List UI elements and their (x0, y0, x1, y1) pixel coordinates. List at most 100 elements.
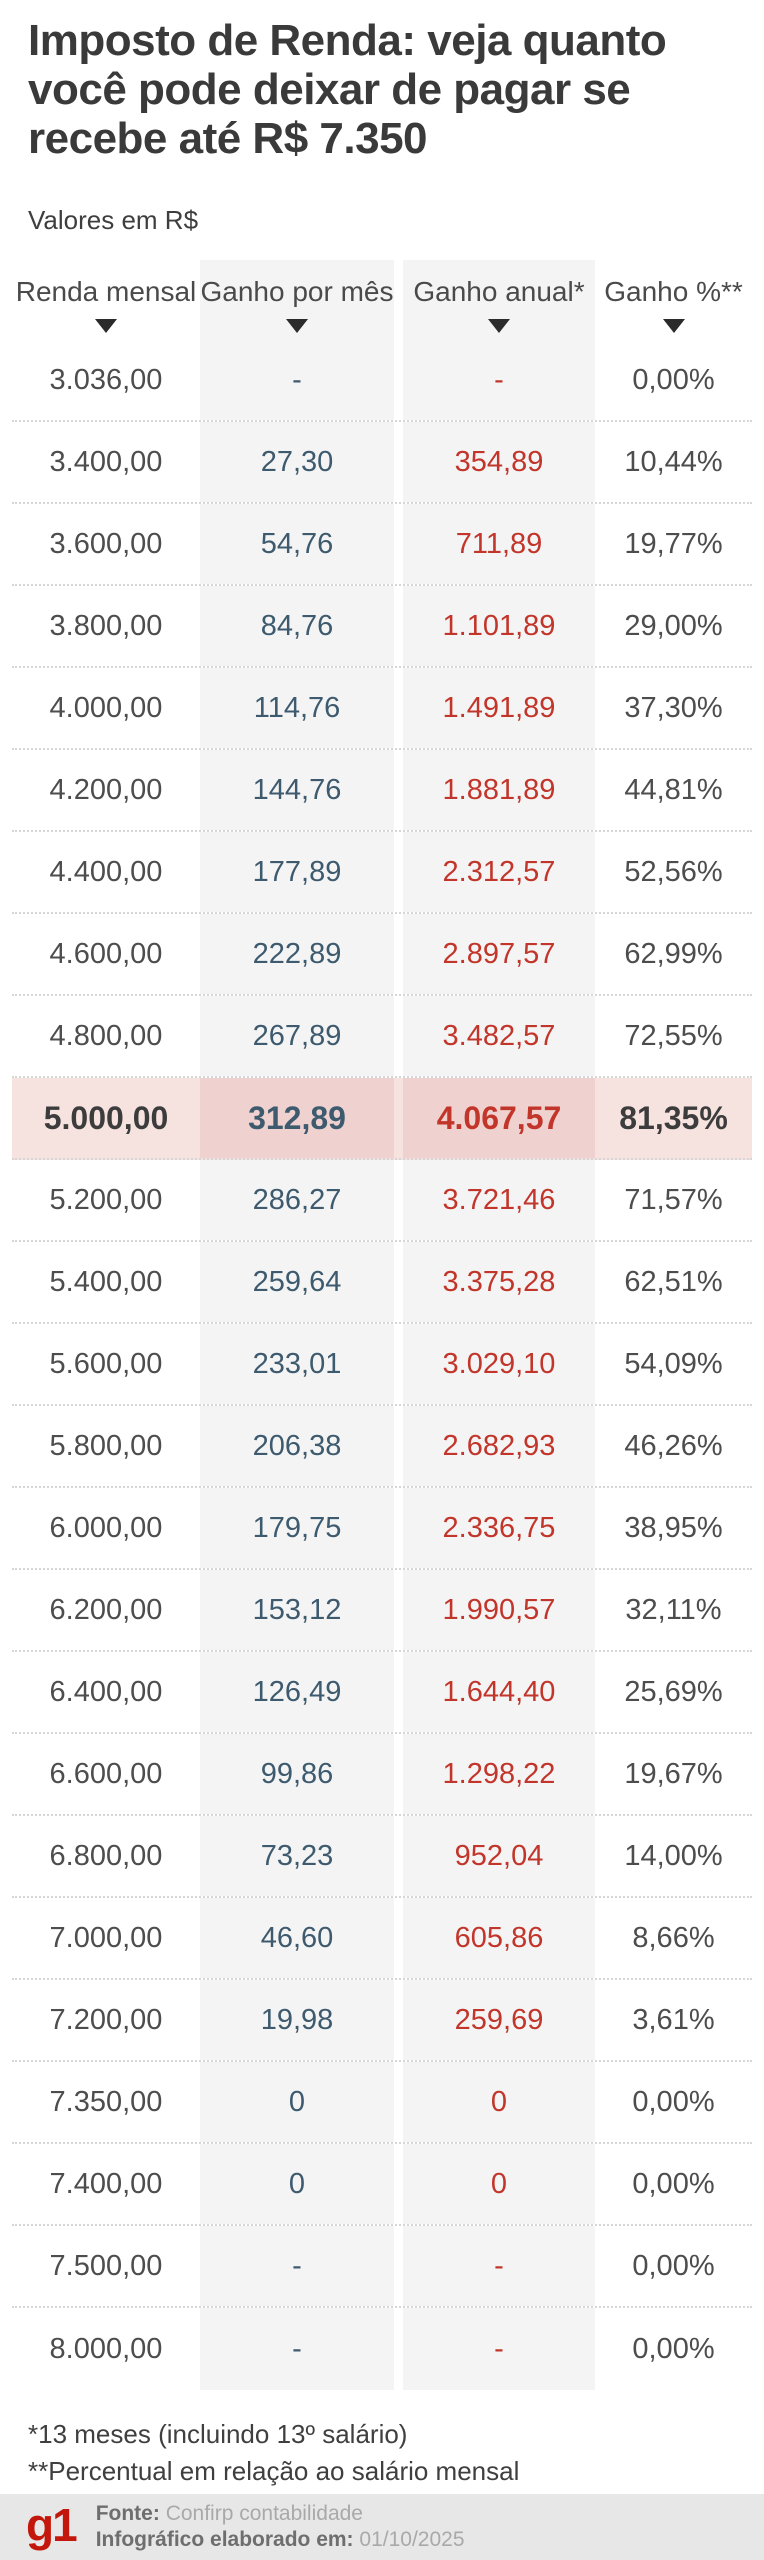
cell-renda-mensal: 6.400,00 (49, 1675, 163, 1708)
table-row: 3.400,00 27,30 354,89 10,44% (12, 422, 752, 504)
cell-ganho-pct: 0,00% (632, 2167, 715, 2200)
cell-ganho-mes: 0 (200, 2062, 403, 2142)
cell-ganho-anual: 259,69 (403, 1980, 595, 2060)
cell-renda-mensal: 6.800,00 (49, 1839, 163, 1872)
source-value: Confirp contabilidade (165, 2502, 363, 2525)
column-header-renda-mensal: Renda mensal (12, 260, 200, 340)
cell-renda-mensal: 3.036,00 (49, 363, 163, 396)
date-label: Infográfico elaborado em: (95, 2528, 354, 2551)
cell-ganho-pct: 71,57% (624, 1183, 723, 1216)
table-row: 5.600,00 233,01 3.029,10 54,09% (12, 1324, 752, 1406)
cell-ganho-pct: 81,35% (619, 1099, 728, 1136)
footnote-annual: *13 meses (incluindo 13º salário) (28, 2419, 408, 2449)
cell-ganho-anual: 952,04 (403, 1816, 595, 1896)
table-row: 5.800,00 206,38 2.682,93 46,26% (12, 1406, 752, 1488)
cell-renda-mensal: 6.000,00 (49, 1511, 163, 1544)
table-row: 7.400,00 0 0 0,00% (12, 2144, 752, 2226)
cell-ganho-pct: 37,30% (624, 691, 723, 724)
cell-ganho-anual: 4.067,57 (403, 1078, 595, 1158)
cell-ganho-mes: 144,76 (200, 750, 403, 830)
cell-ganho-mes: 153,12 (200, 1570, 403, 1650)
cell-ganho-anual: 3.721,46 (403, 1160, 595, 1240)
column-header-label: Ganho %** (604, 276, 743, 307)
date-value: 01/10/2025 (359, 2528, 465, 2551)
cell-ganho-pct: 44,81% (624, 773, 723, 806)
cell-ganho-mes: 267,89 (200, 996, 403, 1076)
date-line: Infográfico elaborado em: 01/10/2025 (96, 2527, 465, 2553)
cell-ganho-pct: 0,00% (632, 2085, 715, 2118)
cell-renda-mensal: 4.800,00 (49, 1019, 163, 1052)
cell-ganho-mes: 312,89 (200, 1078, 403, 1158)
cell-renda-mensal: 6.600,00 (49, 1757, 163, 1790)
cell-ganho-pct: 0,00% (632, 2332, 715, 2365)
column-header-label: Ganho por mês (200, 276, 394, 307)
cell-ganho-anual: 1.298,22 (403, 1734, 595, 1814)
column-header-label: Ganho anual* (413, 276, 585, 307)
cell-ganho-pct: 3,61% (632, 2003, 715, 2036)
cell-renda-mensal: 5.000,00 (43, 1099, 169, 1136)
cell-ganho-mes: - (200, 2226, 403, 2306)
cell-ganho-pct: 19,77% (624, 527, 723, 560)
footer-credits: Fonte: Confirp contabilidade Infográfico… (96, 2501, 465, 2553)
cell-renda-mensal: 5.600,00 (49, 1347, 163, 1380)
cell-renda-mensal: 4.400,00 (49, 855, 163, 888)
cell-ganho-anual: - (403, 2308, 595, 2390)
table-row: 3.800,00 84,76 1.101,89 29,00% (12, 586, 752, 668)
cell-ganho-anual: 1.644,40 (403, 1652, 595, 1732)
cell-ganho-mes: 259,64 (200, 1242, 403, 1322)
cell-ganho-mes: 54,76 (200, 504, 403, 584)
cell-ganho-pct: 19,67% (624, 1757, 723, 1790)
table-row: 6.400,00 126,49 1.644,40 25,69% (12, 1652, 752, 1734)
cell-ganho-anual: 2.312,57 (403, 832, 595, 912)
cell-ganho-pct: 32,11% (625, 1593, 722, 1626)
cell-ganho-mes: 27,30 (200, 422, 403, 502)
page-title: Imposto de Renda: veja quanto você pode … (28, 16, 736, 163)
table-row: 8.000,00 - - 0,00% (12, 2308, 752, 2390)
tax-savings-table: Renda mensal Ganho por mês Ganho anual* … (12, 260, 752, 2390)
cell-ganho-anual: - (403, 2226, 595, 2306)
cell-renda-mensal: 4.000,00 (49, 691, 163, 724)
cell-ganho-pct: 62,99% (624, 937, 723, 970)
cell-ganho-anual: 711,89 (403, 504, 595, 584)
g1-logo: g1 (26, 2499, 78, 2551)
table-row: 3.036,00 - - 0,00% (12, 340, 752, 422)
cell-ganho-mes: 233,01 (200, 1324, 403, 1404)
cell-renda-mensal: 5.200,00 (49, 1183, 163, 1216)
table-row-highlighted: 5.000,00 312,89 4.067,57 81,35% (12, 1078, 752, 1160)
cell-ganho-mes: - (200, 340, 403, 420)
cell-renda-mensal: 7.350,00 (49, 2085, 163, 2118)
table-row: 5.400,00 259,64 3.375,28 62,51% (12, 1242, 752, 1324)
cell-ganho-pct: 38,95% (624, 1511, 723, 1544)
table-row: 6.000,00 179,75 2.336,75 38,95% (12, 1488, 752, 1570)
table-row: 7.200,00 19,98 259,69 3,61% (12, 1980, 752, 2062)
cell-ganho-anual: 2.897,57 (403, 914, 595, 994)
cell-renda-mensal: 8.000,00 (49, 2332, 163, 2365)
cell-ganho-pct: 72,55% (624, 1019, 723, 1052)
cell-ganho-mes: 0 (200, 2144, 403, 2224)
units-note: Valores em R$ (28, 205, 199, 235)
cell-ganho-mes: 46,60 (200, 1898, 403, 1978)
column-header-ganho-anual: Ganho anual* (403, 260, 595, 340)
cell-ganho-anual: 1.491,89 (403, 668, 595, 748)
footer: g1 Fonte: Confirp contabilidade Infográf… (0, 2494, 764, 2560)
cell-ganho-anual: 1.101,89 (403, 586, 595, 666)
cell-renda-mensal: 7.200,00 (49, 2003, 163, 2036)
cell-ganho-mes: 286,27 (200, 1160, 403, 1240)
table-row: 6.600,00 99,86 1.298,22 19,67% (12, 1734, 752, 1816)
table-body: 3.036,00- -0,00% 3.400,00 27,30 354,89 10,44%… (12, 340, 752, 2390)
table-row: 3.600,00 54,76 711,89 19,77% (12, 504, 752, 586)
title-line-3: recebe até R$ 7.350 (28, 114, 428, 163)
table-row: 7.000,00 46,60 605,86 8,66% (12, 1898, 752, 1980)
table-row: 5.200,00 286,27 3.721,46 71,57% (12, 1160, 752, 1242)
footnote-percent: **Percentual em relação ao salário mensa… (28, 2456, 520, 2486)
down-triangle-icon (662, 319, 685, 333)
cell-ganho-mes: 179,75 (200, 1488, 403, 1568)
table-row: 6.200,00 153,12 1.990,57 32,11% (12, 1570, 752, 1652)
cell-ganho-mes: 84,76 (200, 586, 403, 666)
table-row: 4.200,00 144,76 1.881,89 44,81% (12, 750, 752, 832)
table-row: 4.000,00 114,76 1.491,89 37,30% (12, 668, 752, 750)
cell-ganho-pct: 10,44% (624, 445, 723, 478)
down-triangle-icon (488, 319, 510, 333)
column-header-ganho-pct: Ganho %** (595, 260, 752, 340)
